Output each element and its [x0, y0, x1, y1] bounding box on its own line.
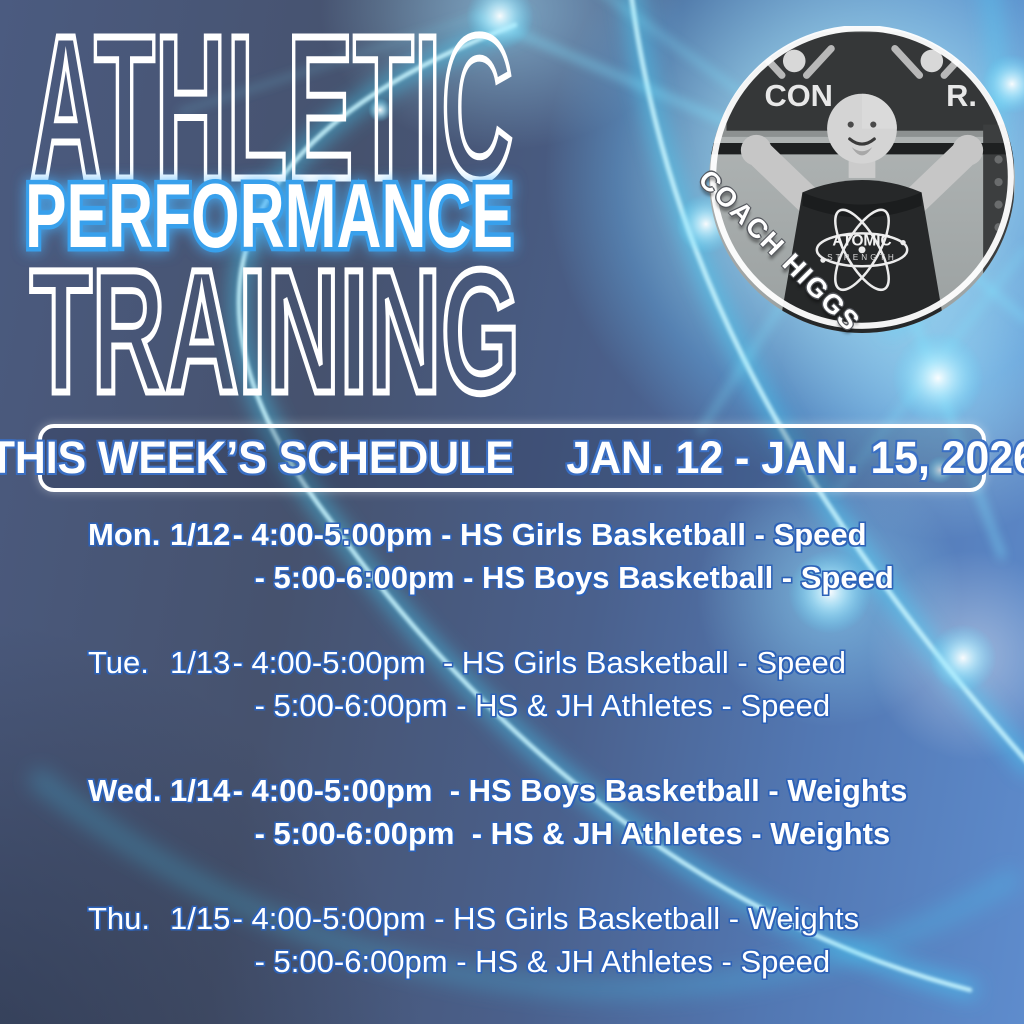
schedule-day-block: Mon. 1/12 - 4:00-5:00pm - HS Girls Basket…: [88, 513, 1004, 599]
schedule-line: - 5:00-6:00pm - HS Boys Basketball - Spe…: [88, 556, 1004, 599]
schedule-line: - 5:00-6:00pm - HS & JH Athletes - Speed: [88, 684, 1004, 727]
day-label: Thu.: [88, 900, 151, 936]
date-label: 1/15: [170, 900, 231, 936]
schedule-line: - 5:00-6:00pm - HS & JH Athletes - Weigh…: [88, 812, 1004, 855]
schedule-header-dates: JAN. 12 - JAN. 15, 2026: [566, 432, 1024, 483]
date-label: 1/12: [170, 516, 231, 552]
schedule-line: Mon. 1/12 - 4:00-5:00pm - HS Girls Basket…: [88, 513, 1004, 556]
schedule-rows: Mon. 1/12 - 4:00-5:00pm - HS Girls Basket…: [88, 500, 1004, 1024]
session-text: - 4:00-5:00pm - HS Girls Basketball - Sp…: [224, 516, 867, 552]
session-text: - 4:00-5:00pm - HS Girls Basketball - We…: [224, 900, 860, 936]
schedule-header-title: THIS WEEK’S SCHEDULE: [0, 432, 514, 483]
schedule-line: Wed. 1/14 - 4:00-5:00pm - HS Boys Basketb…: [88, 769, 1004, 812]
day-label: Tue.: [88, 644, 149, 680]
title-performance: PERFORMANCE: [25, 166, 513, 267]
coach-photo: CON R.: [693, 26, 1016, 338]
date-label: 1/13: [170, 644, 231, 680]
coach-photo-image: CON R.: [709, 26, 1015, 333]
schedule-day-block: Thu. 1/15 - 4:00-5:00pm - HS Girls Basket…: [88, 897, 1004, 983]
day-label: Wed.: [88, 772, 162, 808]
session-text: - 5:00-6:00pm - HS Boys Basketball - Spe…: [246, 559, 894, 595]
session-text: - 5:00-6:00pm - HS & JH Athletes - Speed: [246, 943, 831, 979]
shirt-logo-atomic: ATOMIC: [832, 233, 891, 250]
title-block: ATHLETIC PERFORMANCE TRAINING: [21, 0, 524, 420]
title-training: TRAINING: [30, 234, 520, 420]
title-athletic: ATHLETIC: [30, 0, 513, 222]
date-label: 1/14: [170, 772, 231, 808]
poster-banner-text-left: CON: [764, 78, 832, 113]
schedule-day-block: Tue. 1/13 - 4:00-5:00pm - HS Girls Basket…: [88, 641, 1004, 727]
schedule-line: - 5:00-6:00pm - HS & JH Athletes - Speed: [88, 940, 1004, 983]
session-text: - 4:00-5:00pm - HS Boys Basketball - Wei…: [224, 772, 908, 808]
schedule-day-block: Wed. 1/14 - 4:00-5:00pm - HS Boys Basketb…: [88, 769, 1004, 855]
schedule-header-box: THIS WEEK’S SCHEDULE JAN. 12 - JAN. 15, …: [0, 424, 1024, 492]
shirt-logo-strength: STRENGTH: [827, 253, 897, 262]
schedule-line: Thu. 1/15 - 4:00-5:00pm - HS Girls Basket…: [88, 897, 1004, 940]
poster-banner-text-right: R.: [946, 78, 977, 113]
session-text: - 4:00-5:00pm - HS Girls Basketball - Sp…: [224, 644, 846, 680]
session-text: - 5:00-6:00pm - HS & JH Athletes - Weigh…: [246, 815, 891, 851]
day-label: Mon.: [88, 516, 161, 552]
photo-ring: [710, 26, 1014, 329]
session-text: - 5:00-6:00pm - HS & JH Athletes - Speed: [246, 687, 831, 723]
schedule-line: Tue. 1/13 - 4:00-5:00pm - HS Girls Basket…: [88, 641, 1004, 684]
